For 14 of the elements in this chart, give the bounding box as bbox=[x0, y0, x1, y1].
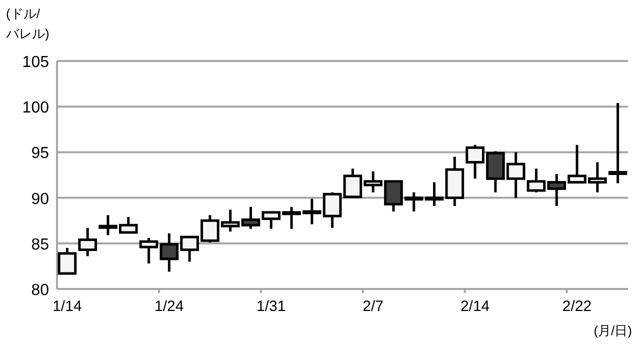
x-tick-label: 1/14 bbox=[52, 298, 82, 315]
x-tick-label: 2/22 bbox=[562, 298, 592, 315]
y-tick-label: 105 bbox=[22, 54, 50, 71]
x-axis-title: (月/日) bbox=[594, 322, 632, 340]
y-tick-label: 100 bbox=[22, 100, 50, 117]
x-tick-label: 2/14 bbox=[460, 298, 490, 315]
x-tick-label: 1/31 bbox=[256, 298, 286, 315]
y-tick-label: 85 bbox=[31, 236, 50, 254]
y-tick-label: 90 bbox=[31, 190, 50, 208]
y-axis-title: (ドル/バレル) bbox=[6, 5, 50, 43]
x-tick-label: 2/7 bbox=[362, 298, 384, 315]
x-tick-label: 1/24 bbox=[154, 298, 184, 315]
y-tick-label: 80 bbox=[31, 282, 50, 299]
y-tick-label: 95 bbox=[31, 145, 50, 162]
